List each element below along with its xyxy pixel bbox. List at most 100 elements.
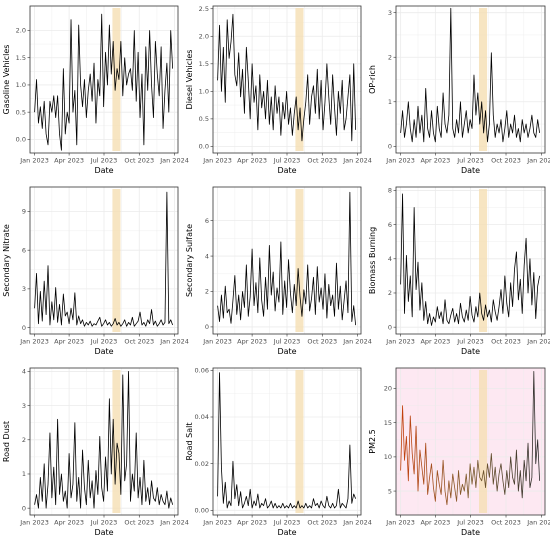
x-tick-label: Jan 2024: [159, 157, 189, 165]
x-tick-label: Oct 2023: [124, 157, 154, 165]
series-line: [34, 191, 174, 327]
y-axis-label: Gasoline Vehicles: [2, 45, 11, 115]
x-tick-label: Apr 2023: [420, 157, 450, 165]
y-tick-label: 2.0: [16, 27, 26, 35]
y-tick-label: 0.06: [195, 367, 209, 375]
y-axis-label: Secondary Sulfate: [185, 224, 194, 297]
y-axis-label: Diesel Vehicles: [185, 50, 194, 110]
x-tick-label: Jul 2023: [90, 338, 117, 346]
chart-diesel-vehicles: 0.0 0.5 1.0 1.5 2.0 2.5 Jan 2023 Apr 2023 Jul 20…: [185, 5, 372, 175]
x-tick-label: Oct 2023: [491, 338, 521, 346]
y-tick-label: 1.0: [16, 81, 26, 89]
x-tick-label: Jan 2023: [385, 519, 415, 527]
x-tick-label: Jul 2023: [90, 157, 117, 165]
x-tick-label: Apr 2023: [54, 157, 84, 165]
x-tick-label: Oct 2023: [307, 338, 337, 346]
y-tick-label: 4: [388, 255, 392, 263]
y-tick-label: 2.5: [199, 5, 209, 13]
x-tick-label: Jan 2024: [342, 338, 372, 346]
y-tick-label: 1.5: [199, 60, 209, 68]
y-tick-label: 0: [388, 143, 392, 151]
highlight-band: [112, 189, 121, 332]
x-tick-label: Apr 2023: [237, 157, 267, 165]
highlight-band: [295, 8, 304, 151]
y-tick-label: 5: [388, 487, 392, 495]
x-axis-label: Date: [461, 347, 480, 356]
x-tick-label: Jul 2023: [456, 338, 483, 346]
series-line: [400, 371, 540, 506]
y-tick-label: 0.5: [16, 108, 26, 116]
highlight-band: [295, 189, 304, 332]
x-tick-label: Jan 2023: [385, 157, 415, 165]
highlight-band: [478, 189, 488, 332]
y-tick-label: 0: [22, 504, 26, 512]
x-axis-label: Date: [94, 528, 113, 537]
y-tick-label: 2: [388, 53, 392, 61]
x-tick-label: Jan 2024: [159, 338, 189, 346]
y-tick-label: 20: [384, 385, 392, 393]
x-tick-label: Jul 2023: [90, 519, 117, 527]
y-tick-label: 0.02: [195, 460, 209, 468]
y-tick-label: 8: [388, 187, 392, 195]
x-tick-label: Apr 2023: [237, 338, 267, 346]
x-axis-label: Date: [94, 347, 113, 356]
x-tick-label: Jan 2023: [19, 519, 49, 527]
x-tick-label: Oct 2023: [491, 157, 521, 165]
x-tick-label: Jul 2023: [273, 338, 300, 346]
y-tick-label: 1.5: [16, 54, 26, 62]
series-line: [400, 193, 540, 326]
y-tick-label: 3: [22, 402, 26, 410]
series-line: [217, 372, 357, 509]
y-tick-label: 4: [22, 368, 26, 376]
y-axis-label: PM2.5: [368, 429, 377, 453]
chart-pm25: 5 10 15 20 Jan 2023 Apr 2023 Jul 2023 Oct 2023 J…: [368, 367, 550, 537]
x-tick-label: Jul 2023: [456, 519, 483, 527]
y-tick-label: 10: [384, 453, 392, 461]
y-tick-label: 1: [388, 98, 392, 106]
y-tick-label: 0.00: [195, 507, 209, 515]
y-axis-label: Biomass Burning: [368, 227, 377, 294]
x-tick-label: Jul 2023: [273, 519, 300, 527]
y-tick-label: 2: [22, 436, 26, 444]
y-axis-label: Road Salt: [185, 423, 194, 461]
y-tick-label: 3: [388, 9, 392, 17]
y-tick-label: 0.0: [16, 136, 26, 144]
x-tick-label: Jan 2024: [526, 157, 550, 165]
y-tick-label: 0.5: [199, 115, 209, 123]
highlight-band: [478, 370, 488, 513]
series-line: [34, 13, 174, 151]
x-tick-label: Apr 2023: [420, 519, 450, 527]
x-axis-label: Date: [461, 528, 480, 537]
x-tick-label: Jan 2024: [159, 519, 189, 527]
y-axis-label: OP-rich: [368, 65, 377, 94]
highlight-band: [295, 370, 304, 513]
y-tick-label: 2: [205, 288, 209, 296]
series-line: [34, 371, 174, 509]
x-tick-label: Oct 2023: [491, 519, 521, 527]
x-tick-label: Jan 2023: [385, 338, 415, 346]
y-tick-label: 3: [22, 285, 26, 293]
x-tick-label: Jan 2023: [202, 519, 232, 527]
y-tick-label: 0: [22, 324, 26, 332]
chart-secondary-nitrate: 0 3 6 9 Jan 2023 Apr 2023 Jul 2023 Oct 2023 Jan …: [2, 186, 189, 356]
x-tick-label: Jul 2023: [273, 157, 300, 165]
y-tick-label: 0: [388, 323, 392, 331]
y-tick-label: 1: [22, 470, 26, 478]
chart-secondary-sulfate: 0 2 4 6 Jan 2023 Apr 2023 Jul 2023 Oct 2023 Jan …: [185, 186, 372, 356]
chart-road-salt: 0.00 0.02 0.04 0.06 Jan 2023 Apr 2023 Jul 2023…: [185, 367, 372, 537]
x-tick-label: Apr 2023: [54, 519, 84, 527]
x-tick-label: Oct 2023: [124, 338, 154, 346]
y-tick-label: 4: [205, 252, 209, 260]
y-tick-label: 6: [22, 246, 26, 254]
chart-gasoline-vehicles: 0.0 0.5 1.0 1.5 2.0 Jan 2023 Apr 2023 Jul 2023 O…: [2, 5, 189, 175]
x-tick-label: Jan 2023: [202, 157, 232, 165]
x-tick-label: Jan 2024: [526, 338, 550, 346]
x-tick-label: Jan 2024: [526, 519, 550, 527]
y-axis-label: Secondary Nitrate: [2, 224, 11, 297]
x-tick-label: Apr 2023: [54, 338, 84, 346]
x-axis-label: Date: [277, 528, 296, 537]
series-line: [217, 191, 357, 326]
y-tick-label: 0.0: [199, 143, 209, 151]
y-tick-label: 15: [384, 419, 392, 427]
